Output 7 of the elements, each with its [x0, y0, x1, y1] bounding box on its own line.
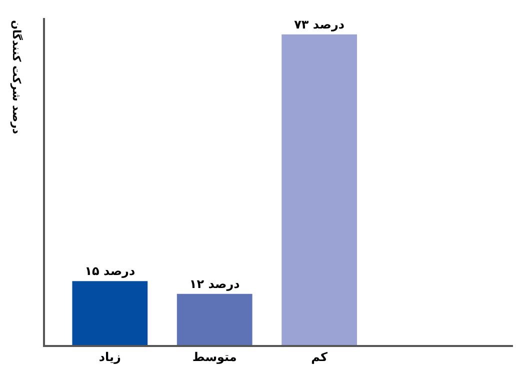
x-tick-label: زیاد	[98, 350, 122, 364]
x-tick-label: کم	[311, 350, 328, 364]
data-label: ۷۳ درصد	[294, 17, 345, 32]
data-label: ۱۵ درصد	[84, 264, 136, 278]
data-label: ۱۲ درصد	[189, 276, 240, 291]
y-axis-title: درصد شرکت کنندگان	[10, 20, 23, 134]
x-tick-label: متوسط	[192, 350, 237, 364]
